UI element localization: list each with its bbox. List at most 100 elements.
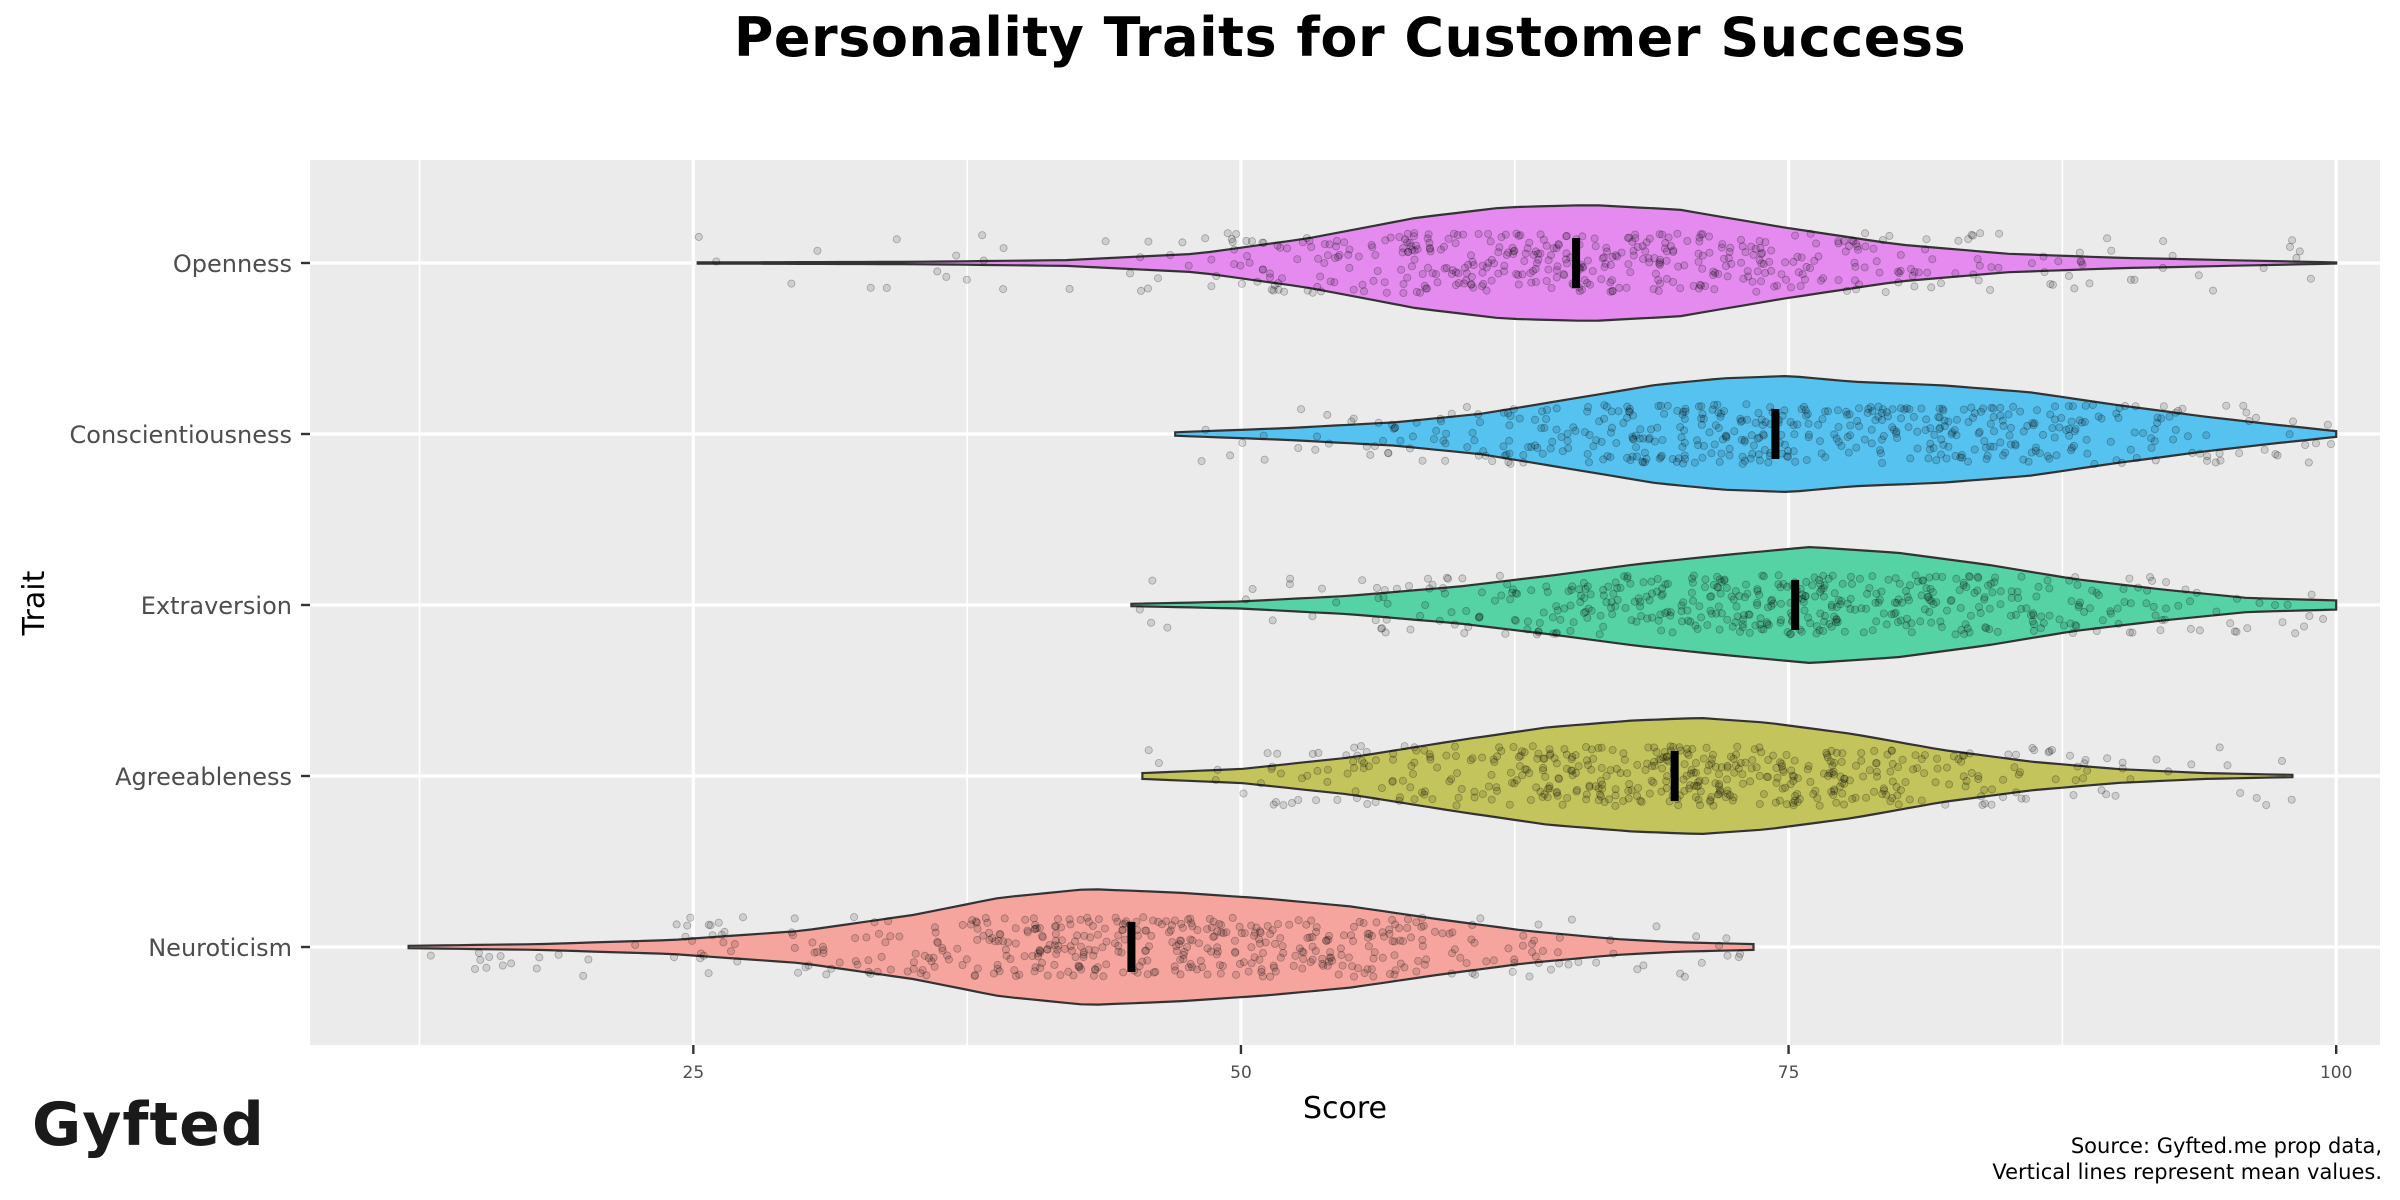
jitter-point (1272, 798, 1281, 807)
jitter-point (1382, 288, 1391, 297)
jitter-point (1391, 423, 1400, 432)
jitter-point (2031, 446, 2040, 455)
jitter-point (1844, 242, 1853, 251)
jitter-point (2013, 587, 2022, 596)
jitter-point (1934, 412, 1943, 421)
jitter-point (1416, 611, 1425, 620)
jitter-point (1504, 458, 1513, 467)
jitter-point (696, 949, 705, 958)
jitter-point (1865, 584, 1874, 593)
jitter-point (892, 235, 901, 244)
jitter-point (1611, 785, 1620, 794)
jitter-point (1425, 750, 1434, 759)
jitter-point (2156, 626, 2165, 635)
jitter-point (1510, 955, 1519, 964)
jitter-point (1410, 795, 1419, 804)
jitter-point (1681, 454, 1690, 463)
jitter-point (1859, 628, 1868, 637)
jitter-point (1847, 236, 1856, 245)
jitter-point (1698, 453, 1707, 462)
jitter-point (1084, 917, 1093, 926)
jitter-point (1805, 430, 1814, 439)
jitter-point (1683, 606, 1692, 615)
jitter-point (1201, 234, 1210, 243)
jitter-point (1552, 629, 1561, 638)
jitter-point (1175, 940, 1184, 949)
jitter-point (2232, 594, 2241, 603)
jitter-point (1569, 423, 1578, 432)
jitter-point (535, 953, 544, 962)
jitter-point (886, 965, 895, 974)
jitter-point (1230, 260, 1239, 269)
jitter-point (1470, 787, 1479, 796)
jitter-point (2052, 451, 2061, 460)
jitter-point (2118, 758, 2127, 767)
jitter-point (1872, 759, 1881, 768)
jitter-point (1990, 427, 1999, 436)
jitter-point (1539, 754, 1548, 763)
jitter-point (1678, 617, 1687, 626)
jitter-point (1788, 771, 1797, 780)
jitter-point (2188, 448, 2197, 457)
jitter-point (584, 955, 593, 964)
jitter-point (1689, 596, 1698, 605)
jitter-point (1747, 431, 1756, 440)
jitter-point (1506, 595, 1515, 604)
jitter-point (1564, 960, 1573, 969)
jitter-point (2143, 586, 2152, 595)
jitter-point (1759, 625, 1768, 634)
jitter-point (1840, 800, 1849, 809)
jitter-point (1683, 749, 1692, 758)
jitter-point (1525, 972, 1534, 981)
jitter-point (1783, 452, 1792, 461)
jitter-point (1187, 919, 1196, 928)
jitter-point (2006, 440, 2015, 449)
jitter-point (1571, 769, 1580, 778)
jitter-point (1263, 922, 1272, 931)
jitter-point (1828, 761, 1837, 770)
jitter-point (1781, 783, 1790, 792)
jitter-point (1268, 616, 1277, 625)
jitter-point (1652, 922, 1661, 931)
jitter-point (1358, 756, 1367, 765)
jitter-point (2064, 424, 2073, 433)
jitter-point (995, 967, 1004, 976)
jitter-point (2192, 588, 2201, 597)
jitter-point (1369, 972, 1378, 981)
jitter-point (1921, 245, 1930, 254)
jitter-point (1453, 231, 1462, 240)
jitter-point (818, 942, 827, 951)
jitter-point (1774, 580, 1783, 589)
jitter-point (886, 932, 895, 941)
jitter-point (1038, 931, 1047, 940)
jitter-point (1843, 432, 1852, 441)
jitter-point (1305, 933, 1314, 942)
jitter-point (1389, 749, 1398, 758)
jitter-point (1925, 595, 1934, 604)
jitter-point (1410, 758, 1419, 767)
jitter-point (1648, 589, 1657, 598)
jitter-point (1888, 759, 1897, 768)
jitter-point (1176, 970, 1185, 979)
jitter-point (1729, 595, 1738, 604)
jitter-point (1584, 402, 1593, 411)
jitter-point (1364, 942, 1373, 951)
jitter-point (1188, 963, 1197, 972)
jitter-point (1666, 611, 1675, 620)
jitter-point (1938, 573, 1947, 582)
jitter-point (1626, 579, 1635, 588)
jitter-point (1521, 249, 1530, 258)
jitter-point (1605, 795, 1614, 804)
jitter-point (2055, 615, 2064, 624)
jitter-point (1418, 456, 1427, 465)
jitter-point (1586, 590, 1595, 599)
jitter-point (1936, 423, 1945, 432)
jitter-point (1170, 916, 1179, 925)
jitter-point (1460, 279, 1469, 288)
jitter-point (1303, 771, 1312, 780)
jitter-point (1917, 591, 1926, 600)
jitter-point (2012, 788, 2021, 797)
jitter-point (1450, 945, 1459, 954)
jitter-point (1678, 410, 1687, 419)
jitter-point (1274, 279, 1283, 288)
